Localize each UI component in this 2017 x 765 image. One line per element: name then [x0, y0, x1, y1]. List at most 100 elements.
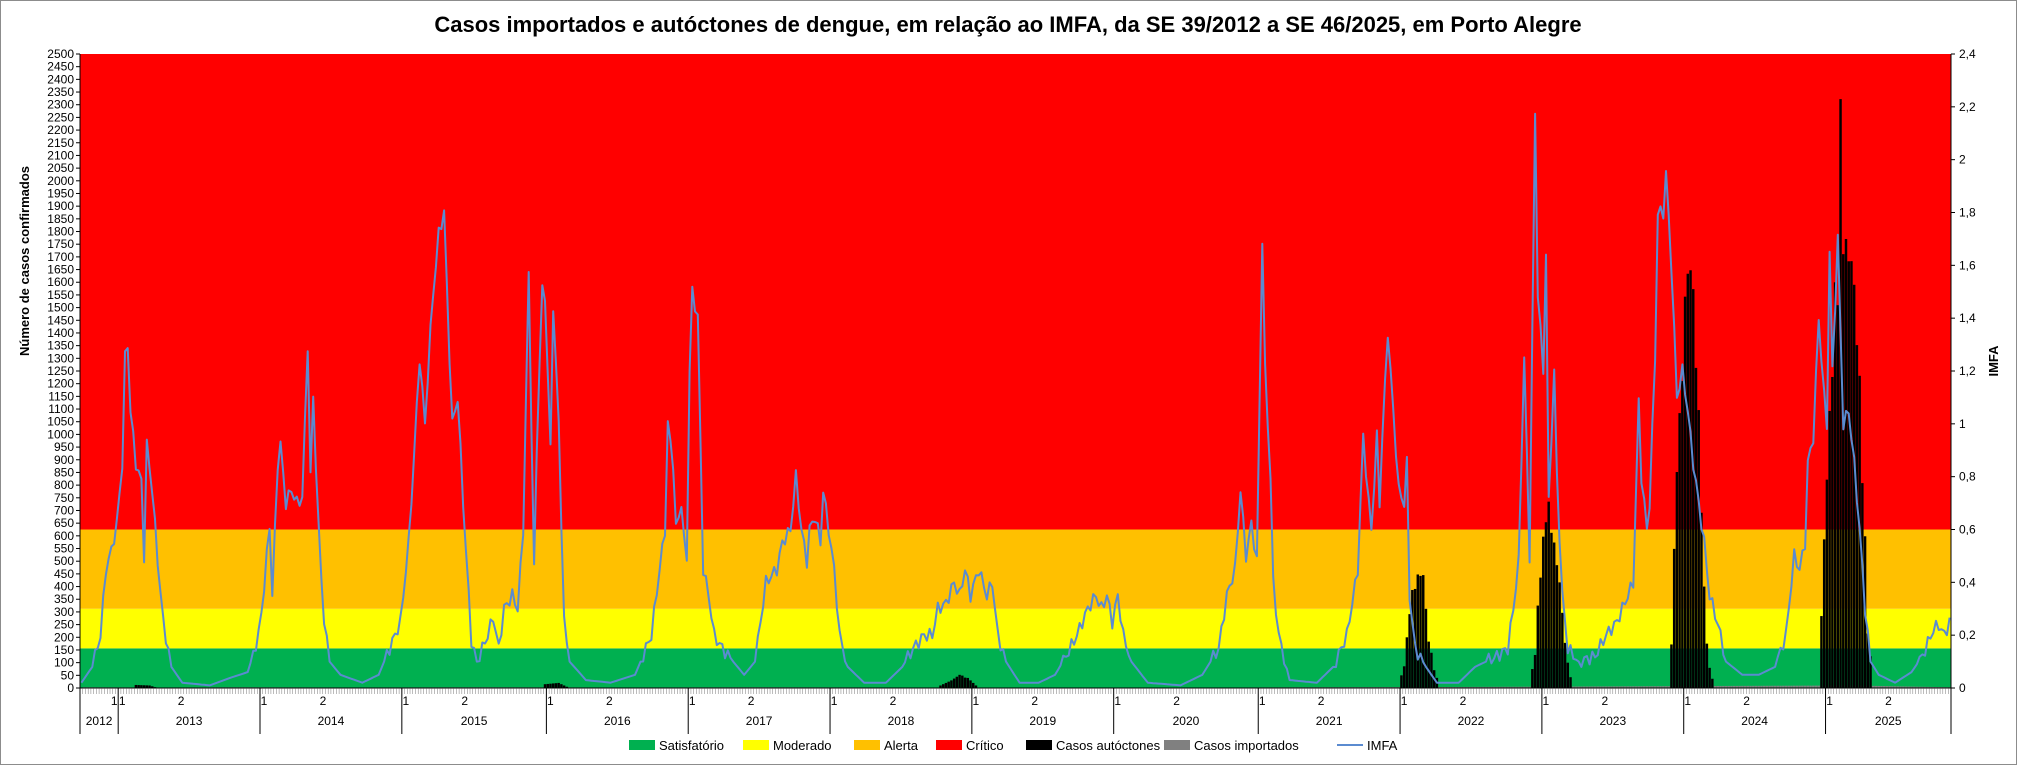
y-tick-label: 2000: [47, 174, 74, 188]
importados-bar: [1662, 686, 1665, 688]
autoctones-bar: [958, 674, 961, 688]
autoctones-bar: [551, 683, 555, 688]
autoctones-bar: [950, 680, 953, 688]
autoctones-bar: [1555, 565, 1559, 688]
semester-label: 1: [261, 694, 268, 708]
importados-bar: [1528, 686, 1531, 688]
legend-label: IMFA: [1367, 738, 1398, 753]
importados-bar: [1730, 685, 1733, 688]
importados-bar: [1727, 685, 1730, 688]
importados-bar: [1438, 686, 1441, 688]
importados-bar: [1599, 686, 1602, 688]
importados-bar: [1520, 686, 1523, 688]
autoctones-bar: [1855, 345, 1859, 688]
importados-bar: [1452, 686, 1455, 688]
autoctones-bar: [1547, 501, 1550, 688]
importados-bar: [1512, 686, 1515, 688]
importados-bar: [1610, 686, 1613, 688]
y-tick-label: 850: [54, 465, 74, 479]
importados-bar: [1479, 686, 1482, 688]
importados-bar: [1926, 686, 1930, 688]
importados-bar: [1503, 686, 1507, 688]
semester-label: 1: [689, 694, 696, 708]
importados-bar: [1803, 685, 1807, 688]
importados-bar: [1760, 685, 1763, 688]
importados-bar: [1653, 686, 1657, 688]
y-tick-label: 2150: [47, 136, 74, 150]
importados-bar: [1817, 685, 1820, 688]
importados-bar: [1806, 685, 1810, 688]
band-moderado: [80, 608, 1951, 649]
y-tick-label: 2450: [47, 60, 74, 74]
y-tick-label: 300: [54, 605, 74, 619]
importados-bar: [1773, 685, 1777, 688]
legend-swatch: [1026, 740, 1052, 750]
y2-axis-ticks: 0 0,2 0,4 0,6 0,8 1 1,2 1,4 1,6 1,8 2 2,2 2,4: [1951, 47, 1976, 695]
semester-label: 2: [1460, 694, 1467, 708]
importados-bar: [1490, 686, 1493, 688]
importados-bar: [1738, 685, 1741, 688]
y-tick-label: 1350: [47, 339, 74, 353]
autoctones-bar: [1705, 643, 1709, 688]
importados-bar: [1517, 686, 1520, 688]
importados-bar: [1910, 686, 1913, 688]
y2-tick-label: 0,6: [1959, 523, 1976, 537]
importados-bar: [1468, 686, 1471, 688]
autoctones-bar: [1405, 637, 1409, 688]
importados-bar: [1618, 686, 1621, 688]
y-tick-label: 1200: [47, 377, 74, 391]
importados-bar: [1874, 685, 1878, 688]
y2-tick-label: 1,2: [1959, 364, 1976, 378]
autoctones-bar: [1686, 273, 1690, 688]
autoctones-bar: [1825, 479, 1829, 688]
y2-tick-label: 0,4: [1959, 575, 1976, 589]
y-tick-label: 200: [54, 630, 74, 644]
autoctones-bar: [565, 686, 569, 688]
y-tick-label: 500: [54, 554, 74, 568]
x-axis: 2012 1 2013 1 2 2014 1 2 2015 1 2 2016 1 2 2017 1 2 2018 1…: [79, 688, 1952, 734]
autoctones-bar: [966, 677, 969, 688]
chart-title: Casos importados e autóctones de dengue,…: [434, 12, 1581, 37]
y-tick-label: 2250: [47, 110, 74, 124]
autoctones-bar: [952, 678, 956, 688]
y-axis-label: Número de casos confirmados: [17, 166, 32, 356]
autoctones-bar: [955, 676, 959, 688]
importados-bar: [1651, 686, 1654, 688]
y2-tick-label: 1,8: [1959, 206, 1976, 220]
importados-bar: [1713, 685, 1717, 688]
autoctones-bar: [1675, 472, 1679, 688]
autoctones-bar: [1670, 644, 1673, 688]
importados-bar: [1915, 686, 1919, 688]
y-tick-label: 0: [67, 681, 74, 695]
legend-swatch: [743, 740, 769, 750]
importados-bar: [1782, 685, 1785, 688]
y2-tick-label: 1,4: [1959, 311, 1976, 325]
importados-bar: [1501, 686, 1504, 688]
importados-bar: [1893, 686, 1897, 688]
autoctones-bar: [140, 685, 143, 688]
autoctones-bar: [1708, 667, 1711, 688]
y-tick-label: 2400: [47, 72, 74, 86]
importados-bar: [1888, 686, 1891, 688]
y-tick-label: 550: [54, 542, 74, 556]
importados-bar: [1446, 686, 1450, 688]
legend-label: Casos importados: [1194, 738, 1299, 753]
importados-bar: [1632, 686, 1635, 688]
importados-bar: [1814, 685, 1818, 688]
y-tick-label: 1150: [48, 389, 74, 403]
importados-bar: [1577, 686, 1580, 688]
autoctones-bar: [1697, 410, 1700, 688]
importados-bar: [1634, 686, 1638, 688]
y-tick-label: 1550: [47, 288, 74, 302]
importados-bar: [1746, 685, 1750, 688]
importados-bar: [1732, 685, 1736, 688]
autoctones-bar: [1424, 608, 1428, 688]
y2-tick-label: 2,4: [1959, 47, 1976, 61]
semester-label: 2: [606, 694, 613, 708]
autoctones-bar: [1842, 254, 1845, 688]
autoctones-bar: [546, 683, 549, 688]
importados-bar: [1771, 685, 1774, 688]
importados-bar: [1457, 686, 1460, 688]
semester-label: 2: [320, 694, 327, 708]
importados-bar: [1626, 686, 1630, 688]
